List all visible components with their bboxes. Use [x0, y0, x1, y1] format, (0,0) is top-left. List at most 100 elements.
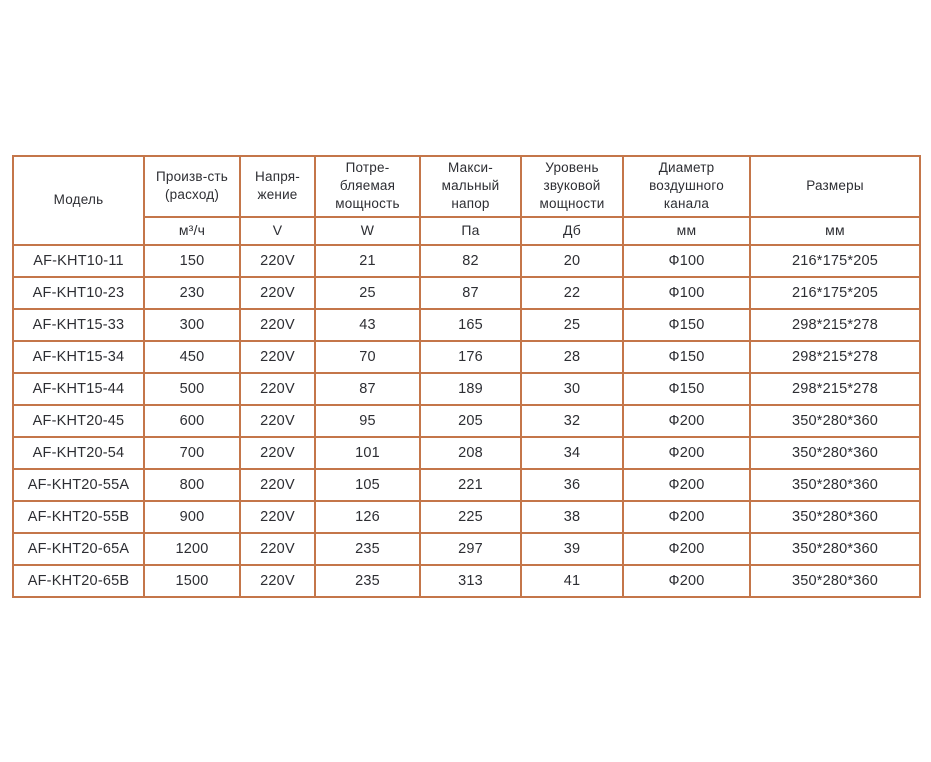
- cell-pressure: 313: [419, 563, 522, 598]
- table-row: AF-KHT15-44 500 220V 87 189 30 Ф150 298*…: [12, 371, 921, 406]
- cell-pressure: 165: [419, 307, 522, 342]
- cell-power: 235: [314, 563, 421, 598]
- cell-dimensions: 350*280*360: [749, 499, 921, 534]
- cell-model: AF-KHT20-45: [12, 403, 145, 438]
- cell-noise: 30: [520, 371, 624, 406]
- cell-noise: 41: [520, 563, 624, 598]
- cell-flow: 500: [143, 371, 241, 406]
- table-row: AF-KHT20-54 700 220V 101 208 34 Ф200 350…: [12, 435, 921, 470]
- cell-noise: 22: [520, 275, 624, 310]
- cell-pressure: 208: [419, 435, 522, 470]
- cell-flow: 1500: [143, 563, 241, 598]
- cell-power: 235: [314, 531, 421, 566]
- cell-flow: 900: [143, 499, 241, 534]
- cell-dimensions: 350*280*360: [749, 403, 921, 438]
- cell-pressure: 176: [419, 339, 522, 374]
- table-row: AF-KHT20-55B 900 220V 126 225 38 Ф200 35…: [12, 499, 921, 534]
- cell-model: AF-KHT20-65A: [12, 531, 145, 566]
- table-row: AF-KHT20-65A 1200 220V 235 297 39 Ф200 3…: [12, 531, 921, 566]
- cell-voltage: 220V: [239, 467, 316, 502]
- cell-model: AF-KHT20-54: [12, 435, 145, 470]
- cell-diameter: Ф200: [622, 403, 751, 438]
- cell-noise: 32: [520, 403, 624, 438]
- cell-power: 105: [314, 467, 421, 502]
- cell-flow: 300: [143, 307, 241, 342]
- table-row: AF-KHT10-11 150 220V 21 82 20 Ф100 216*1…: [12, 243, 921, 278]
- cell-power: 25: [314, 275, 421, 310]
- cell-pressure: 205: [419, 403, 522, 438]
- cell-flow: 450: [143, 339, 241, 374]
- cell-power: 95: [314, 403, 421, 438]
- cell-model: AF-KHT10-11: [12, 243, 145, 278]
- cell-noise: 38: [520, 499, 624, 534]
- header-power: Потре- бляемая мощность: [314, 155, 421, 218]
- cell-power: 21: [314, 243, 421, 278]
- table-row: AF-KHT15-33 300 220V 43 165 25 Ф150 298*…: [12, 307, 921, 342]
- cell-power: 70: [314, 339, 421, 374]
- units-row: м³/ч V W Па Дб мм мм: [13, 215, 921, 246]
- cell-pressure: 221: [419, 467, 522, 502]
- cell-dimensions: 350*280*360: [749, 467, 921, 502]
- header-voltage: Напря- жение: [239, 155, 316, 218]
- cell-model: AF-KHT20-55A: [12, 467, 145, 502]
- table-row: AF-KHT20-65B 1500 220V 235 313 41 Ф200 3…: [12, 563, 921, 598]
- header-pressure: Макси- мальный напор: [419, 155, 522, 218]
- header-noise: Уровень звуковой мощности: [520, 155, 624, 218]
- table-row: AF-KHT20-55A 800 220V 105 221 36 Ф200 35…: [12, 467, 921, 502]
- cell-flow: 1200: [143, 531, 241, 566]
- cell-model: AF-KHT15-34: [12, 339, 145, 374]
- cell-voltage: 220V: [239, 403, 316, 438]
- header-model: Модель: [12, 155, 145, 246]
- unit-diameter: мм: [622, 215, 751, 246]
- table-row: AF-KHT15-34 450 220V 70 176 28 Ф150 298*…: [12, 339, 921, 374]
- cell-pressure: 87: [419, 275, 522, 310]
- unit-voltage: V: [239, 215, 316, 246]
- cell-dimensions: 216*175*205: [749, 243, 921, 278]
- spec-table: Модель Произв-сть (расход) Напря- жение …: [12, 155, 921, 598]
- cell-dimensions: 350*280*360: [749, 563, 921, 598]
- cell-flow: 700: [143, 435, 241, 470]
- cell-power: 87: [314, 371, 421, 406]
- cell-dimensions: 298*215*278: [749, 339, 921, 374]
- cell-dimensions: 298*215*278: [749, 307, 921, 342]
- header-row: Модель Произв-сть (расход) Напря- жение …: [12, 155, 921, 246]
- cell-flow: 600: [143, 403, 241, 438]
- cell-pressure: 297: [419, 531, 522, 566]
- cell-dimensions: 216*175*205: [749, 275, 921, 310]
- table-body: AF-KHT10-11 150 220V 21 82 20 Ф100 216*1…: [12, 243, 921, 598]
- cell-diameter: Ф200: [622, 435, 751, 470]
- cell-diameter: Ф150: [622, 339, 751, 374]
- cell-pressure: 189: [419, 371, 522, 406]
- table-row: AF-KHT10-23 230 220V 25 87 22 Ф100 216*1…: [12, 275, 921, 310]
- table-row: AF-KHT20-45 600 220V 95 205 32 Ф200 350*…: [12, 403, 921, 438]
- cell-flow: 230: [143, 275, 241, 310]
- cell-diameter: Ф150: [622, 307, 751, 342]
- cell-noise: 36: [520, 467, 624, 502]
- cell-diameter: Ф100: [622, 275, 751, 310]
- cell-power: 43: [314, 307, 421, 342]
- cell-power: 101: [314, 435, 421, 470]
- unit-pressure: Па: [419, 215, 522, 246]
- cell-model: AF-KHT15-44: [12, 371, 145, 406]
- cell-flow: 150: [143, 243, 241, 278]
- cell-voltage: 220V: [239, 499, 316, 534]
- cell-voltage: 220V: [239, 339, 316, 374]
- cell-noise: 25: [520, 307, 624, 342]
- cell-voltage: 220V: [239, 563, 316, 598]
- unit-dimensions: мм: [749, 215, 921, 246]
- header-diameter: Диаметр воздушного канала: [622, 155, 751, 218]
- cell-diameter: Ф150: [622, 371, 751, 406]
- cell-dimensions: 350*280*360: [749, 531, 921, 566]
- cell-voltage: 220V: [239, 275, 316, 310]
- cell-pressure: 225: [419, 499, 522, 534]
- cell-voltage: 220V: [239, 435, 316, 470]
- cell-noise: 39: [520, 531, 624, 566]
- unit-noise: Дб: [520, 215, 624, 246]
- cell-model: AF-KHT20-65B: [12, 563, 145, 598]
- cell-flow: 800: [143, 467, 241, 502]
- header-flow: Произв-сть (расход): [143, 155, 241, 218]
- cell-diameter: Ф100: [622, 243, 751, 278]
- cell-diameter: Ф200: [622, 531, 751, 566]
- cell-pressure: 82: [419, 243, 522, 278]
